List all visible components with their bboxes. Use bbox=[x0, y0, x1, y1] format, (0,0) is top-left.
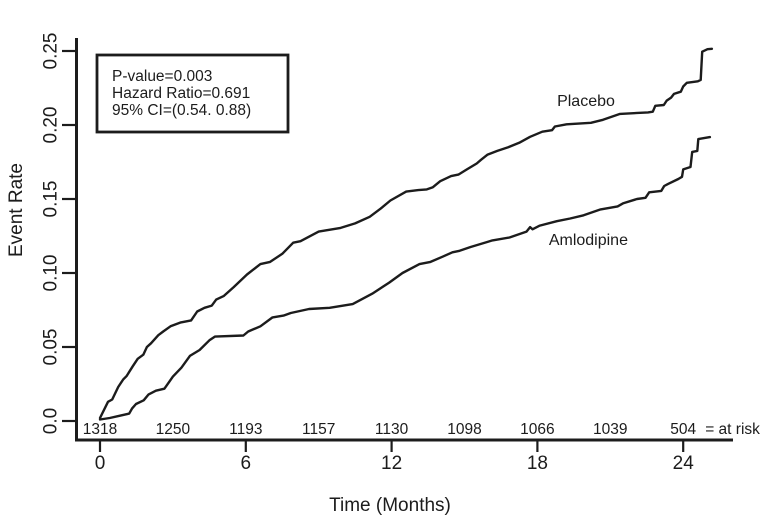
stats-annotation-box: P-value=0.003 Hazard Ratio=0.691 95% CI=… bbox=[95, 53, 290, 134]
x-axis-label: Time (Months) bbox=[329, 495, 451, 516]
placebo-curve-label: Placebo bbox=[557, 93, 615, 110]
at-risk-count: 1318 bbox=[83, 421, 117, 438]
amlodipine-curve-label: Amlodipine bbox=[549, 232, 628, 249]
x-tick-label: 18 bbox=[527, 453, 548, 474]
amlodipine-curve bbox=[98, 135, 712, 421]
y-ticks: 0.0 0.05 0.10 0.15 0.20 0.25 bbox=[41, 33, 76, 434]
y-tick-label: 0.05 bbox=[41, 329, 62, 366]
stats-box-border bbox=[95, 53, 290, 134]
at-risk-row: 1318 1250 1193 1157 1130 1098 1066 1039 504 = at … bbox=[83, 421, 760, 438]
stats-line-pvalue: P-value=0.003 bbox=[112, 68, 212, 85]
stats-line-ci: 95% CI=(0.54. 0.88) bbox=[112, 102, 251, 119]
at-risk-count: 1066 bbox=[520, 421, 554, 438]
x-tick-label: 24 bbox=[673, 453, 695, 474]
stats-line-hazard-ratio: Hazard Ratio=0.691 bbox=[112, 85, 250, 102]
y-tick-label: 0.0 bbox=[41, 408, 62, 434]
x-tick-label: 12 bbox=[381, 453, 402, 474]
y-tick-label: 0.20 bbox=[41, 107, 62, 144]
y-tick-label: 0.15 bbox=[41, 181, 62, 218]
x-tick-label: 6 bbox=[241, 453, 252, 474]
y-tick-label: 0.10 bbox=[41, 255, 62, 292]
at-risk-count: 1250 bbox=[156, 421, 191, 438]
at-risk-suffix: = at risk bbox=[705, 421, 760, 438]
at-risk-count: 504 bbox=[670, 421, 696, 438]
at-risk-count: 1098 bbox=[447, 421, 481, 438]
y-tick-label: 0.25 bbox=[41, 33, 62, 70]
at-risk-count: 1039 bbox=[593, 421, 627, 438]
at-risk-count: 1193 bbox=[229, 421, 262, 438]
y-axis-label: Event Rate bbox=[6, 163, 27, 257]
x-tick-label: 0 bbox=[95, 453, 106, 474]
placebo-curve bbox=[98, 47, 714, 420]
axes: 0.0 0.05 0.10 0.15 0.20 0.25 0 6 12 18 24 bbox=[41, 33, 733, 474]
x-ticks: 0 6 12 18 24 bbox=[95, 440, 694, 474]
at-risk-count: 1130 bbox=[375, 421, 409, 438]
at-risk-count: 1157 bbox=[302, 421, 335, 438]
